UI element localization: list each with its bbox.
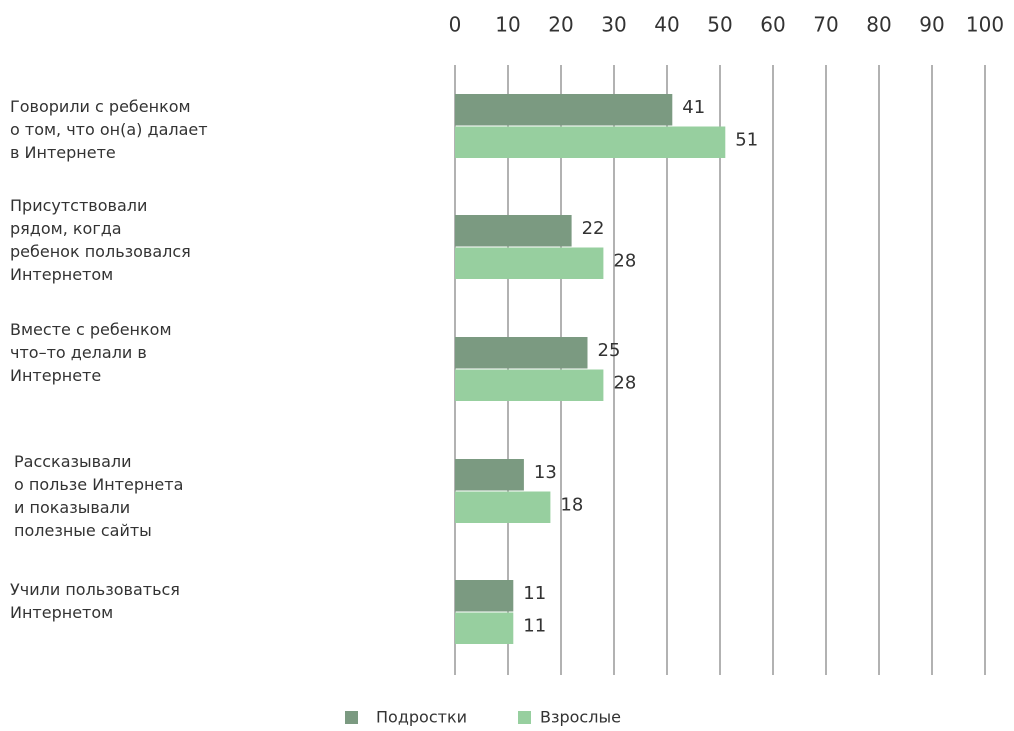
x-tick-label: 20 xyxy=(548,13,573,37)
value-label: 22 xyxy=(582,218,605,239)
category-label: Рассказывали о пользе Интернета и показы… xyxy=(14,452,184,540)
x-tick-label: 70 xyxy=(813,13,838,37)
bar xyxy=(455,580,514,612)
category-label: Говорили с ребенком о том, что он(а) дал… xyxy=(10,97,208,162)
x-tick-label: 40 xyxy=(654,13,679,37)
value-label: 51 xyxy=(735,129,758,150)
bar xyxy=(455,612,514,644)
value-label: 11 xyxy=(523,583,546,604)
bar xyxy=(455,94,673,126)
value-label: 11 xyxy=(523,615,546,636)
value-label: 25 xyxy=(598,340,621,361)
x-tick-label: 100 xyxy=(966,13,1004,37)
x-tick-label: 50 xyxy=(707,13,732,37)
bar xyxy=(455,459,524,491)
x-tick-label: 0 xyxy=(449,13,462,37)
bar xyxy=(455,491,551,523)
x-tick-label: 60 xyxy=(760,13,785,37)
bar xyxy=(455,369,604,401)
value-label: 18 xyxy=(560,494,583,515)
x-tick-label: 10 xyxy=(495,13,520,37)
legend-label: Взрослые xyxy=(540,708,621,727)
legend-swatch xyxy=(345,711,358,724)
legend-swatch xyxy=(518,711,531,724)
bar xyxy=(455,337,588,369)
category-label: Учили пользоваться Интернетом xyxy=(10,580,180,622)
value-label: 13 xyxy=(534,462,557,483)
bar xyxy=(455,215,572,247)
value-label: 28 xyxy=(613,250,636,271)
category-label: Присутствовали рядом, когда ребенок поль… xyxy=(10,196,191,284)
value-label: 41 xyxy=(682,97,705,118)
bar xyxy=(455,247,604,279)
value-label: 28 xyxy=(613,372,636,393)
category-label: Вместе с ребенком что–то делали в Интерн… xyxy=(10,320,172,385)
x-tick-label: 80 xyxy=(866,13,891,37)
legend-label: Подростки xyxy=(376,708,467,727)
x-tick-label: 90 xyxy=(919,13,944,37)
x-tick-label: 30 xyxy=(601,13,626,37)
bar xyxy=(455,126,726,158)
